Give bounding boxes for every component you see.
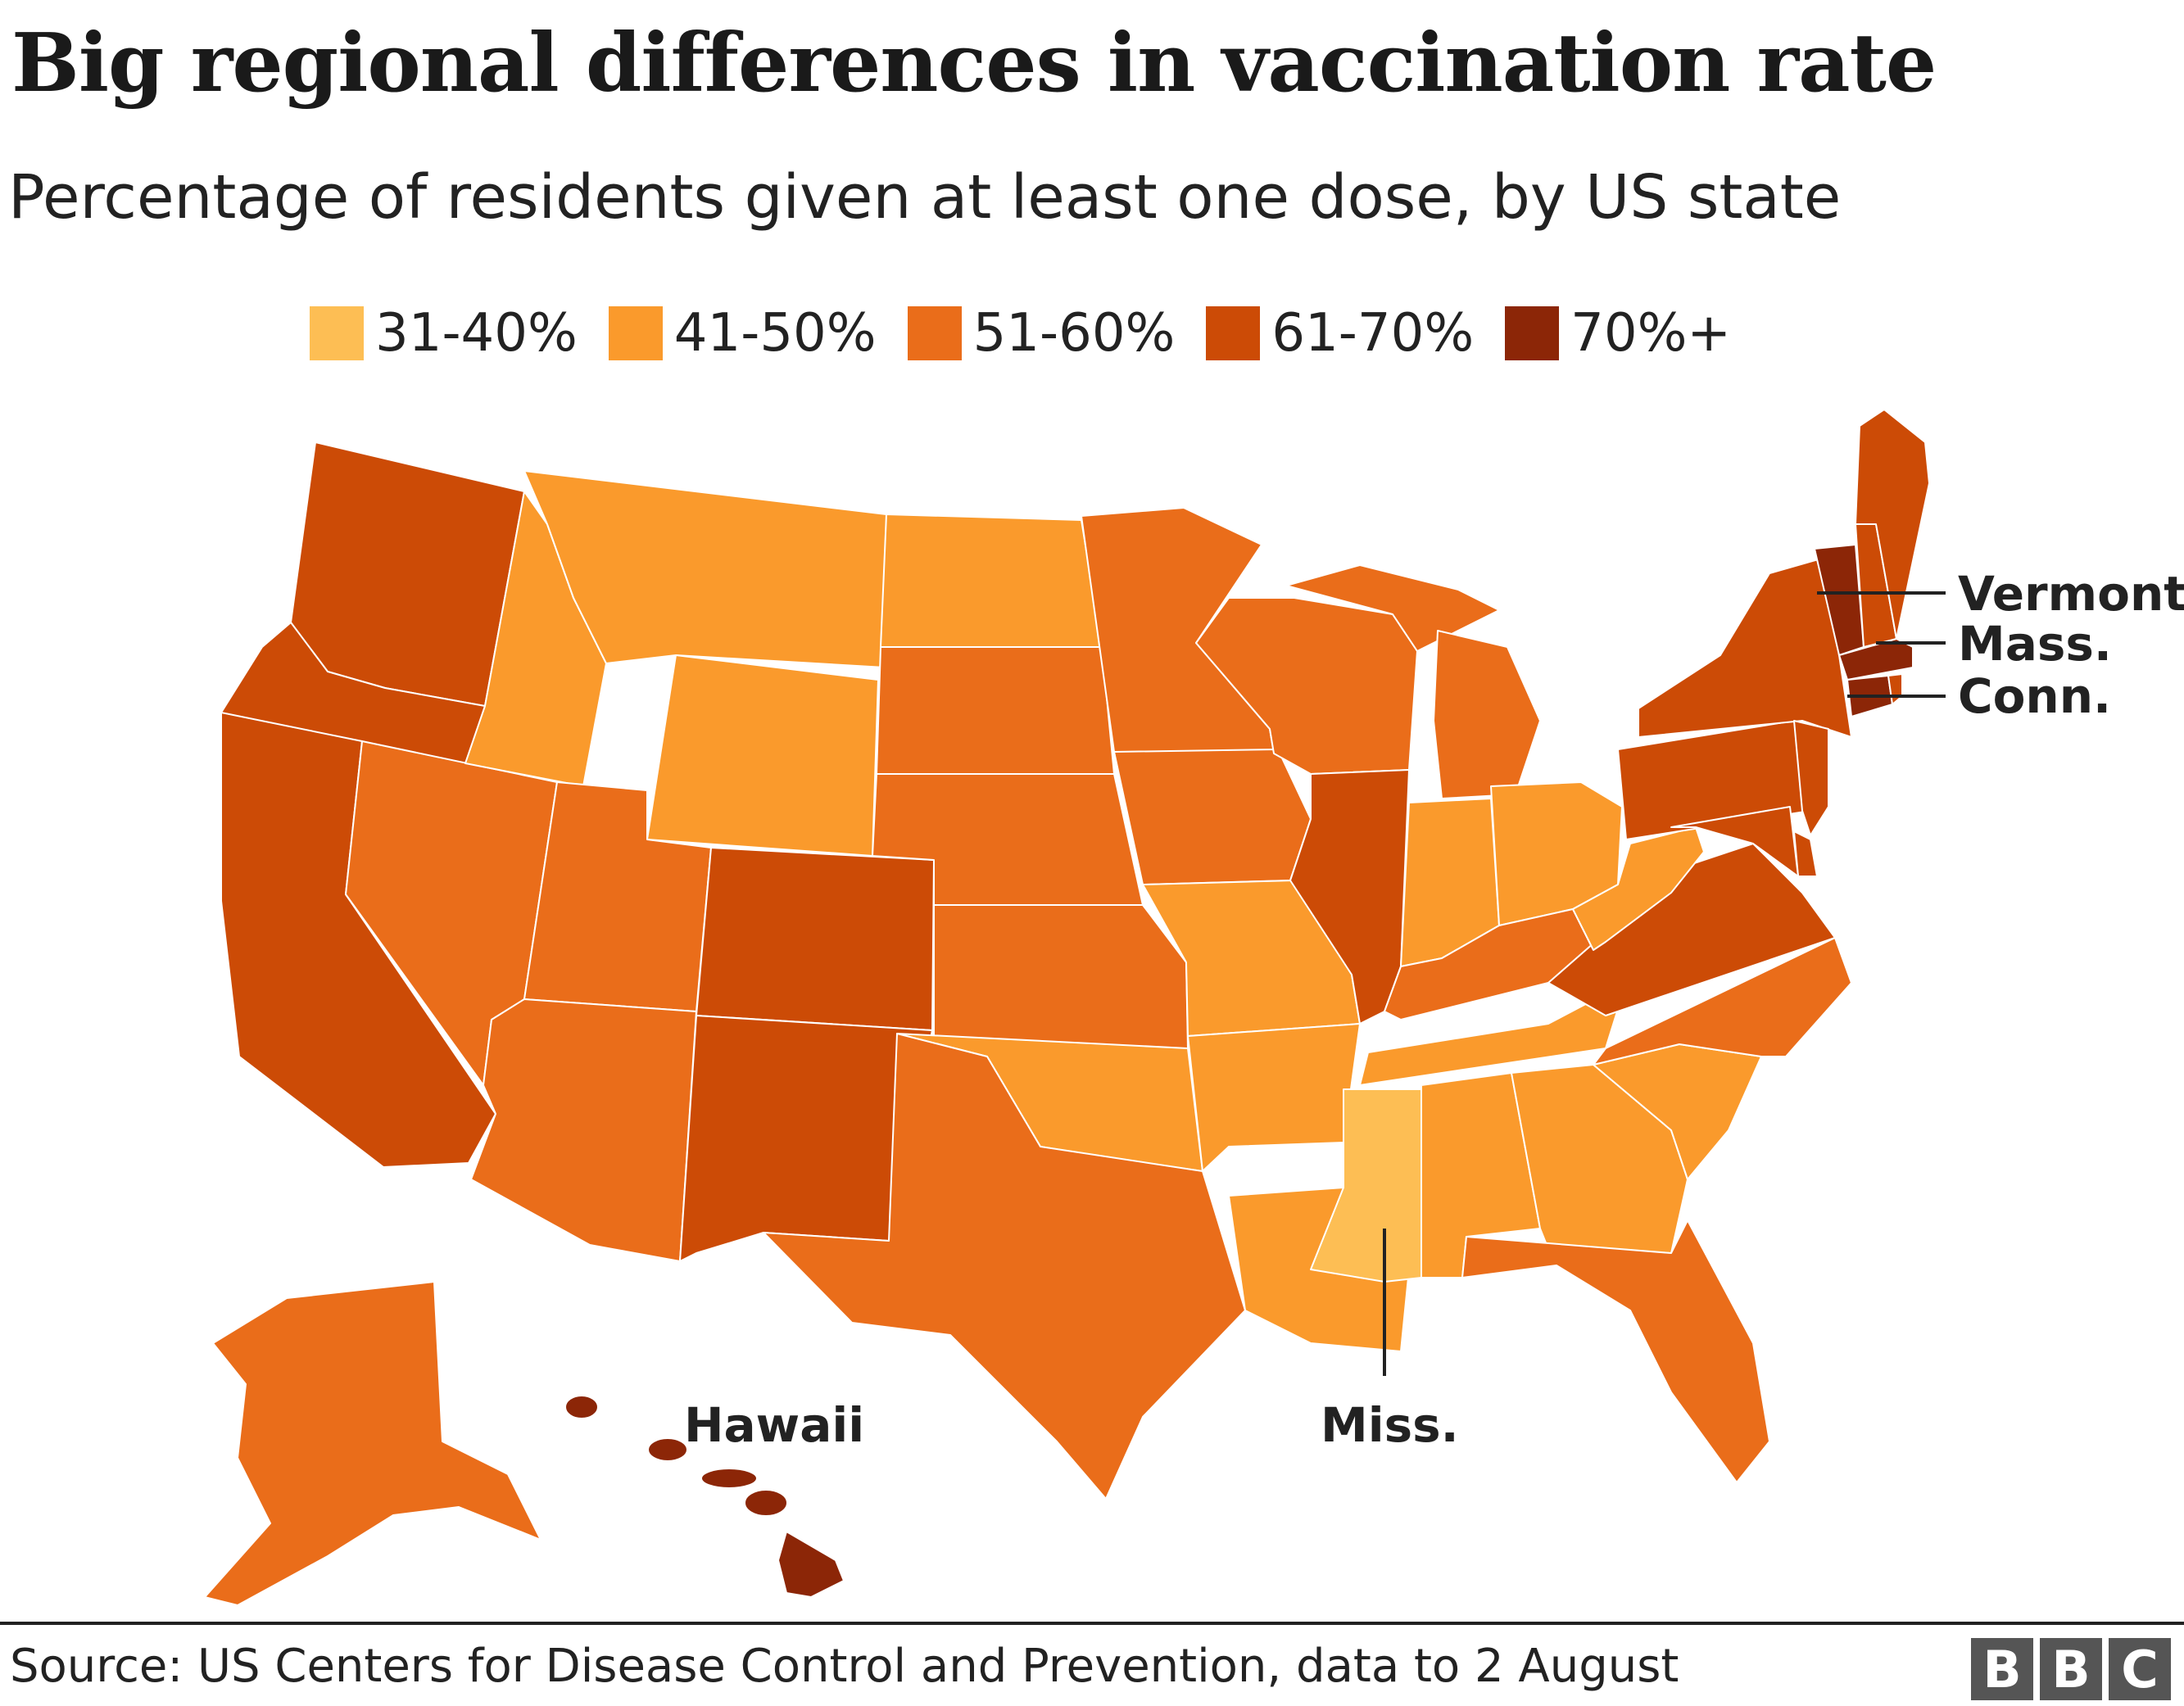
annotation-hawaii: Hawaii: [684, 1397, 864, 1453]
state-new-york: [1638, 556, 1852, 738]
annotation-label: Miss.: [1321, 1397, 1459, 1453]
hawaii-oahu: [647, 1437, 688, 1462]
annotation-miss: Miss.: [1321, 1229, 1459, 1453]
legend-label: 51-60%: [972, 303, 1176, 364]
state-arkansas: [1187, 1023, 1361, 1172]
annotation-mass: Mass.: [1876, 616, 2112, 672]
hawaii-island: [564, 1395, 599, 1419]
legend-swatch: [1505, 306, 1560, 360]
state-north-dakota: [880, 514, 1103, 648]
state-alaska: [204, 1281, 541, 1606]
state-arizona: [470, 998, 697, 1262]
state-washington: [290, 441, 525, 707]
state-maine: [1855, 409, 1934, 640]
state-michigan-upper: [1285, 564, 1500, 652]
state-illinois: [1289, 769, 1410, 1025]
footer-divider: [0, 1622, 2184, 1625]
state-maryland: [1670, 806, 1799, 877]
bbc-logo-letter: C: [2109, 1638, 2171, 1700]
legend-item-31-40: 31-40%: [310, 303, 578, 364]
hawaii-big-island: [777, 1531, 845, 1598]
state-kansas: [933, 904, 1189, 1049]
state-south-dakota: [876, 646, 1115, 775]
annotation-vermont: Vermont: [1817, 566, 2184, 622]
chart-subtitle: Percentage of residents given at least o…: [8, 162, 1842, 233]
legend: 31-40% 41-50% 51-60% 61-70% 70%+: [310, 303, 1762, 364]
legend-label: 31-40%: [375, 303, 578, 364]
bbc-logo-letter: B: [1971, 1638, 2033, 1700]
annotation-label: Vermont: [1958, 566, 2184, 622]
us-vaccination-map: Vermont Mass. Conn. Hawaii Miss.: [204, 409, 2184, 1606]
state-colorado: [696, 847, 935, 1031]
state-wyoming: [646, 654, 879, 857]
legend-swatch: [608, 306, 663, 360]
legend-item-70-plus: 70%+: [1505, 303, 1731, 364]
legend-item-51-60: 51-60%: [907, 303, 1176, 364]
legend-label: 41-50%: [673, 303, 877, 364]
bbc-logo: B B C: [1964, 1638, 2171, 1700]
state-iowa: [1113, 749, 1312, 885]
legend-item-41-50: 41-50%: [608, 303, 877, 364]
hawaii-molokai: [700, 1468, 758, 1489]
legend-label: 61-70%: [1271, 303, 1475, 364]
chart-title: Big regional differences in vaccination …: [11, 16, 1937, 111]
annotation-label: Hawaii: [684, 1397, 864, 1453]
state-texas: [763, 1033, 1246, 1500]
annotation-label: Mass.: [1958, 616, 2112, 672]
annotation-label: Conn.: [1958, 668, 2111, 724]
state-florida: [1461, 1220, 1770, 1483]
legend-swatch: [907, 306, 962, 360]
state-tennessee: [1359, 982, 1627, 1086]
state-north-carolina: [1593, 937, 1852, 1066]
state-michigan: [1433, 630, 1541, 799]
legend-swatch: [1206, 306, 1261, 360]
annotation-conn: Conn.: [1847, 668, 2111, 724]
legend-item-61-70: 61-70%: [1206, 303, 1474, 364]
legend-swatch: [310, 306, 364, 360]
hawaii-maui: [744, 1489, 788, 1517]
source-note: Source: US Centers for Disease Control a…: [10, 1640, 1679, 1693]
bbc-logo-letter: B: [2040, 1638, 2102, 1700]
state-hawaii: [564, 1395, 845, 1598]
legend-label: 70%+: [1570, 303, 1731, 364]
state-west-virginia: [1572, 826, 1705, 951]
state-new-jersey: [1793, 720, 1829, 836]
